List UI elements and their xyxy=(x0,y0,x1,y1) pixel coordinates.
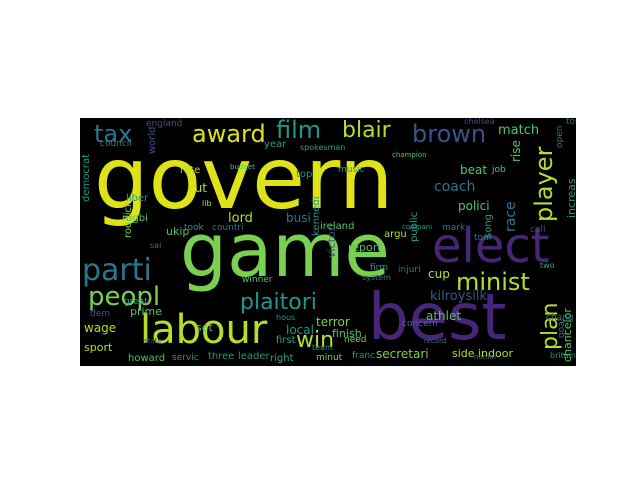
word-chelsea: chelsea xyxy=(464,118,495,126)
word-brown: brown xyxy=(412,120,487,148)
word-wage: wage xyxy=(84,321,117,335)
word-match: match xyxy=(498,123,540,138)
word-tax: tax xyxy=(94,120,133,148)
word-sai: sai xyxy=(150,241,162,250)
word-two: two xyxy=(540,261,555,270)
word-elect: elect xyxy=(432,218,550,274)
word-rise: rise xyxy=(509,140,523,162)
word-record: record xyxy=(424,337,447,345)
word-dem: dem xyxy=(90,309,111,319)
word-cup: cup xyxy=(428,267,450,281)
word-busi: busi xyxy=(286,211,311,225)
word-firm: firm xyxy=(370,263,388,273)
word-democrat: democrat xyxy=(81,153,92,202)
word-winner: winner xyxy=(242,275,273,285)
word-secretari: secretari xyxy=(376,347,429,361)
word-britain: britain xyxy=(550,351,576,360)
word-race: race xyxy=(503,201,519,232)
word-told: told xyxy=(566,118,576,127)
word-beat: beat xyxy=(460,163,488,177)
word-lib: lib xyxy=(202,199,212,208)
word-coach: coach xyxy=(434,179,476,195)
word-game: game xyxy=(180,208,390,294)
word-side: side xyxy=(452,347,475,360)
word-film: film xyxy=(276,118,322,144)
word-cut: cut xyxy=(188,181,207,195)
word-lord: lord xyxy=(228,211,253,226)
word-parti: parti xyxy=(82,253,152,288)
word-call: call xyxy=(530,225,546,235)
word-cloud-canvas: govern game best elect labour parti awar… xyxy=(80,118,576,366)
word-budget: budget xyxy=(230,163,255,171)
word-set: set xyxy=(196,321,213,334)
word-franc: franc xyxy=(352,351,376,361)
word-year: year xyxy=(264,139,287,150)
word-toni: toni xyxy=(474,233,492,243)
word-compani: compani xyxy=(402,223,433,231)
word-nomin: nomin xyxy=(474,353,496,361)
word-top: top xyxy=(296,169,313,180)
word-best: best xyxy=(368,281,507,355)
word-minist: minist xyxy=(456,268,530,296)
word-leader: leader xyxy=(238,351,270,362)
word-great: great xyxy=(124,297,148,307)
word-howard: howard xyxy=(128,353,166,364)
word-local: local xyxy=(286,323,314,337)
word-athlet: athlet xyxy=(426,309,462,323)
word-hous: hous xyxy=(276,313,296,322)
word-team: team xyxy=(312,343,333,352)
word-world: world xyxy=(147,126,158,154)
word-increas: increas xyxy=(565,178,576,218)
word-england: england xyxy=(146,119,183,129)
word-player: player xyxy=(530,146,558,222)
word-minut: minut xyxy=(316,353,343,363)
word-open: open xyxy=(555,125,565,148)
word-plaitori: plaitori xyxy=(240,290,317,315)
word-award: award xyxy=(192,120,266,148)
word-prime: prime xyxy=(130,305,163,318)
word-ireland: ireland xyxy=(320,221,355,232)
word-argu: argu xyxy=(384,229,407,240)
word-rugbi: rugbi xyxy=(122,213,148,224)
word-ukip: ukip xyxy=(166,225,190,238)
word-peopl: peopl xyxy=(88,282,161,312)
word-terror: terror xyxy=(316,315,350,329)
word-system: system xyxy=(362,273,391,282)
word-kilroysilk: kilroysilk xyxy=(430,289,487,304)
word-rate: rate xyxy=(180,165,201,176)
word-blair: blair xyxy=(342,118,391,143)
word-concern: concern xyxy=(402,319,438,329)
word-finish: finish xyxy=(332,327,362,340)
word-servic: servic xyxy=(172,353,199,363)
word-spokesman: spokesman xyxy=(300,143,346,152)
word-indoor: indoor xyxy=(478,347,513,360)
word-countri: countri xyxy=(212,223,244,233)
word-first: first xyxy=(276,335,296,346)
word-state: state xyxy=(144,337,162,345)
word-chang: chang xyxy=(546,313,574,323)
word-mark: mark xyxy=(442,223,466,233)
word-three: three xyxy=(208,351,235,362)
word-report: report xyxy=(348,241,382,254)
word-council: council xyxy=(100,139,132,149)
word-job: job xyxy=(492,165,506,175)
word-injuri: injuri xyxy=(398,265,421,275)
word-liber: liber xyxy=(126,193,149,204)
word-music: music xyxy=(338,165,365,175)
word-champion: champion xyxy=(392,151,427,159)
word-sport: sport xyxy=(84,341,113,354)
word-polici: polici xyxy=(458,199,490,213)
word-govern: govern xyxy=(94,129,394,229)
word-right: right xyxy=(270,353,294,364)
word-labour: labour xyxy=(140,307,268,353)
word-win: win xyxy=(296,328,335,353)
word-took: took xyxy=(184,223,204,233)
word-need: need xyxy=(344,335,367,345)
